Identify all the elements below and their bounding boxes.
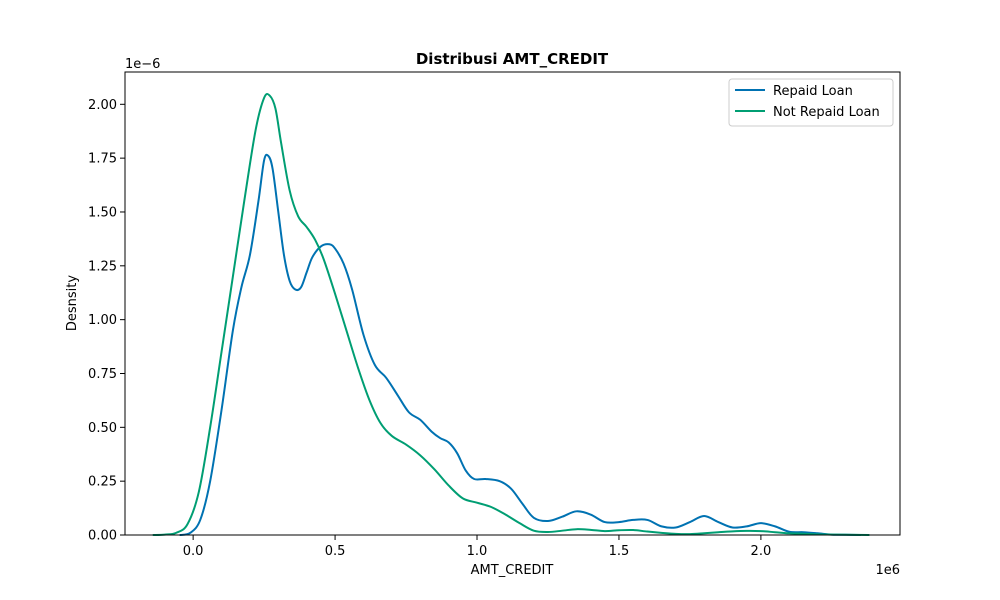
x-tick-label: 2.0 [751, 544, 772, 559]
y-tick-label: 0.25 [88, 475, 117, 490]
legend-label-not-repaid-loan: Not Repaid Loan [773, 105, 880, 120]
x-tick-label: 0.0 [183, 544, 204, 559]
chart-title: Distribusi AMT_CREDIT [416, 50, 609, 68]
y-tick-label: 2.00 [88, 98, 117, 113]
x-axis-label: AMT_CREDIT [471, 563, 554, 578]
legend: Repaid Loan Not Repaid Loan [728, 78, 894, 127]
y-tick-label: 1.75 [88, 152, 117, 167]
x-offset-label: 1e6 [875, 563, 900, 578]
series-layer [152, 92, 870, 536]
y-offset-label: 1e−6 [125, 57, 160, 72]
x-tick-label: 0.5 [325, 544, 346, 559]
x-tick-label: 1.0 [467, 544, 488, 559]
ticks-layer: 0.0 0.5 1.0 1.5 2.0 0.00 0.25 0.50 0.75 1.00 1.25 1… [88, 98, 771, 559]
legend-label-repaid-loan: Repaid Loan [773, 84, 853, 99]
legend-box [728, 78, 894, 127]
x-tick-label: 1.5 [609, 544, 630, 559]
y-tick-label: 1.50 [88, 205, 117, 220]
series-line-repaid-loan [179, 153, 862, 536]
y-tick-label: 0.75 [88, 367, 117, 382]
y-axis-label: Desnsity [65, 275, 80, 332]
y-tick-label: 1.25 [88, 259, 117, 274]
series-line-not-repaid-loan [152, 92, 870, 536]
y-tick-label: 0.00 [88, 529, 117, 544]
y-tick-label: 1.00 [88, 313, 117, 328]
plot-frame [124, 71, 901, 536]
y-tick-label: 0.50 [88, 421, 117, 436]
